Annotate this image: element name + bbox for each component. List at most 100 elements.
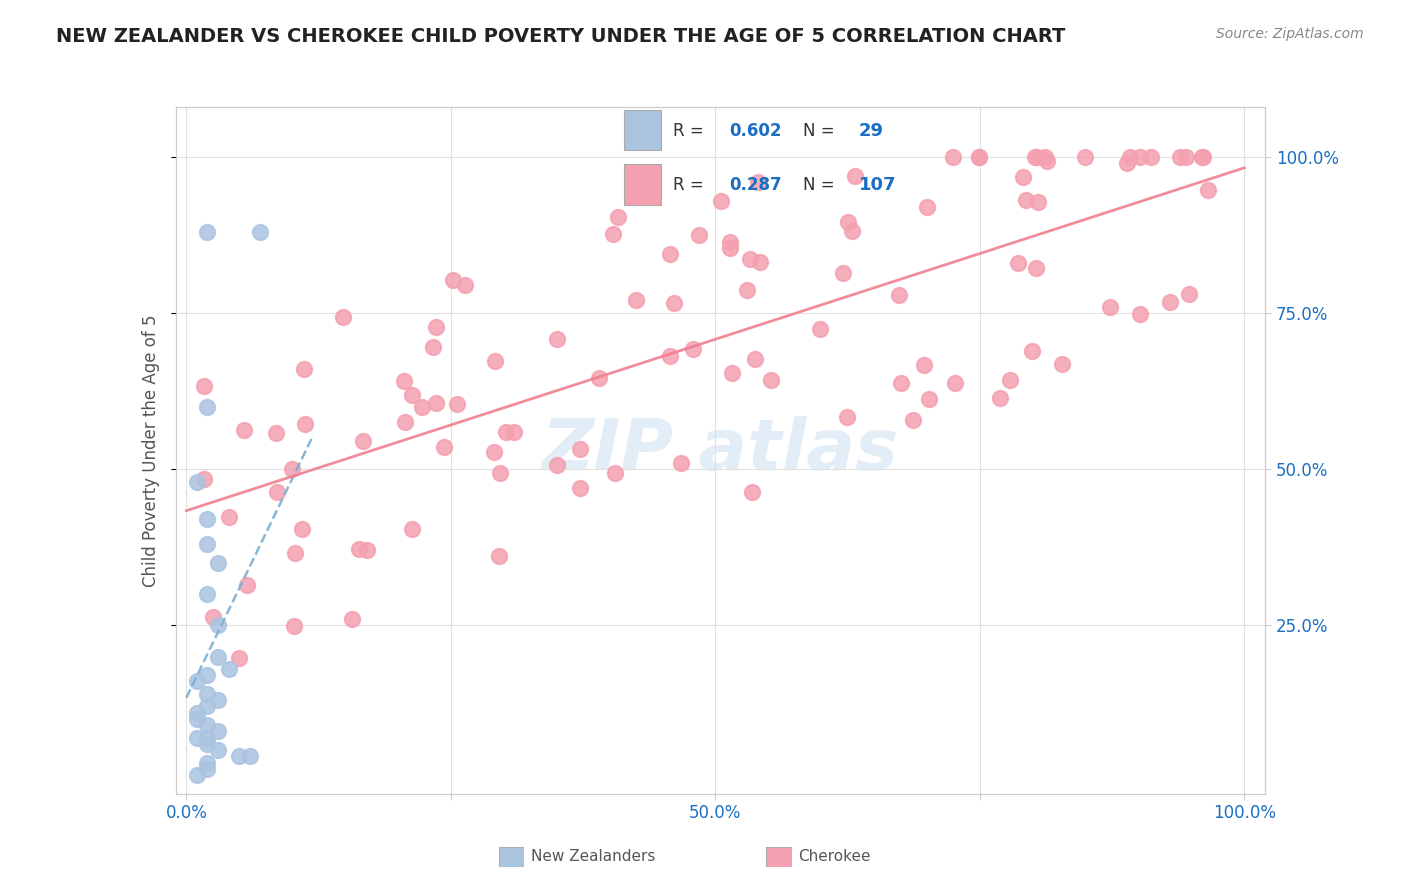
Point [1159, 295, 1181, 310]
Point [1191, 150, 1213, 164]
Point [837, 215, 859, 229]
Point [422, 340, 444, 354]
Point [737, 283, 759, 297]
Point [197, 225, 219, 239]
Point [503, 425, 526, 440]
Point [747, 176, 769, 190]
Point [967, 150, 990, 164]
Point [682, 343, 704, 357]
Point [607, 210, 630, 224]
Point [197, 731, 219, 745]
Text: NEW ZEALANDER VS CHEROKEE CHILD POVERTY UNDER THE AGE OF 5 CORRELATION CHART: NEW ZEALANDER VS CHEROKEE CHILD POVERTY … [56, 27, 1066, 45]
Point [443, 273, 465, 287]
Point [1129, 150, 1152, 164]
Point [186, 706, 208, 720]
Text: 0.602: 0.602 [730, 121, 782, 139]
Point [356, 543, 378, 558]
Point [1050, 357, 1073, 371]
Point [482, 445, 505, 459]
Point [425, 319, 447, 334]
Point [266, 485, 288, 500]
Point [912, 358, 935, 372]
Point [718, 241, 741, 255]
Point [841, 224, 863, 238]
Point [332, 310, 354, 324]
Point [1024, 150, 1046, 164]
Point [942, 150, 965, 164]
Point [832, 266, 855, 280]
Point [738, 252, 761, 267]
Point [761, 373, 783, 387]
Point [1129, 307, 1152, 321]
Point [446, 397, 468, 411]
Point [228, 749, 250, 764]
Point [1074, 150, 1097, 164]
Point [748, 255, 770, 269]
Point [917, 392, 939, 406]
Point [489, 467, 512, 481]
Point [710, 194, 733, 209]
Point [546, 458, 568, 473]
Point [546, 332, 568, 346]
Point [967, 150, 990, 164]
Point [349, 542, 371, 557]
Point [186, 731, 208, 745]
Point [1197, 183, 1219, 197]
Point [197, 537, 219, 551]
Point [281, 462, 304, 476]
Point [197, 737, 219, 751]
Point [1168, 150, 1191, 164]
Point [1015, 193, 1038, 207]
Point [1007, 256, 1029, 270]
Point [915, 200, 938, 214]
Point [207, 693, 229, 707]
Point [352, 434, 374, 448]
Point [602, 227, 624, 241]
Point [186, 712, 208, 726]
Point [201, 610, 224, 624]
Text: R =: R = [673, 176, 710, 194]
Point [741, 484, 763, 499]
Point [688, 228, 710, 243]
Point [1025, 261, 1047, 276]
Point [394, 415, 416, 429]
Text: 107: 107 [859, 176, 897, 194]
Point [239, 749, 262, 764]
Point [998, 373, 1021, 387]
Text: Source: ZipAtlas.com: Source: ZipAtlas.com [1216, 27, 1364, 41]
Point [1115, 155, 1137, 169]
Point [284, 546, 307, 560]
Point [197, 699, 219, 714]
Point [488, 549, 510, 564]
Point [1139, 150, 1161, 164]
Point [292, 362, 315, 376]
Text: ZIP atlas: ZIP atlas [541, 416, 900, 485]
Point [835, 409, 858, 424]
Point [658, 349, 681, 363]
Point [1026, 194, 1049, 209]
Point [186, 475, 208, 489]
Point [401, 388, 423, 402]
Point [433, 440, 456, 454]
Point [197, 718, 219, 732]
FancyBboxPatch shape [624, 110, 661, 150]
Y-axis label: Child Poverty Under the Age of 5: Child Poverty Under the Age of 5 [142, 314, 160, 587]
Point [193, 379, 215, 393]
Point [669, 456, 692, 470]
Point [1192, 150, 1215, 164]
Point [197, 512, 219, 526]
Point [484, 354, 506, 368]
Point [207, 618, 229, 632]
Point [887, 288, 910, 302]
Point [454, 278, 477, 293]
Point [186, 674, 208, 689]
Point [218, 510, 240, 524]
Point [890, 376, 912, 390]
Point [197, 587, 219, 601]
Point [988, 392, 1011, 406]
Point [569, 481, 592, 495]
Point [197, 400, 219, 414]
Point [1118, 150, 1140, 164]
Point [197, 687, 219, 701]
Point [495, 425, 517, 439]
